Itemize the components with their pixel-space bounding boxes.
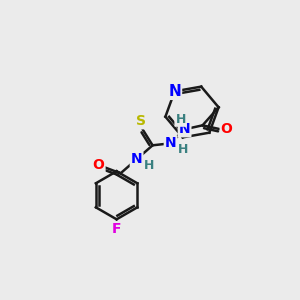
Text: N: N <box>179 122 190 136</box>
Text: N: N <box>165 136 176 150</box>
Text: F: F <box>112 222 121 236</box>
Text: N: N <box>131 152 142 166</box>
Text: O: O <box>93 158 104 172</box>
Text: N: N <box>168 84 181 99</box>
Text: H: H <box>143 159 154 172</box>
Text: H: H <box>176 113 186 126</box>
Text: H: H <box>177 143 188 156</box>
Text: S: S <box>136 114 146 128</box>
Text: O: O <box>221 122 232 136</box>
